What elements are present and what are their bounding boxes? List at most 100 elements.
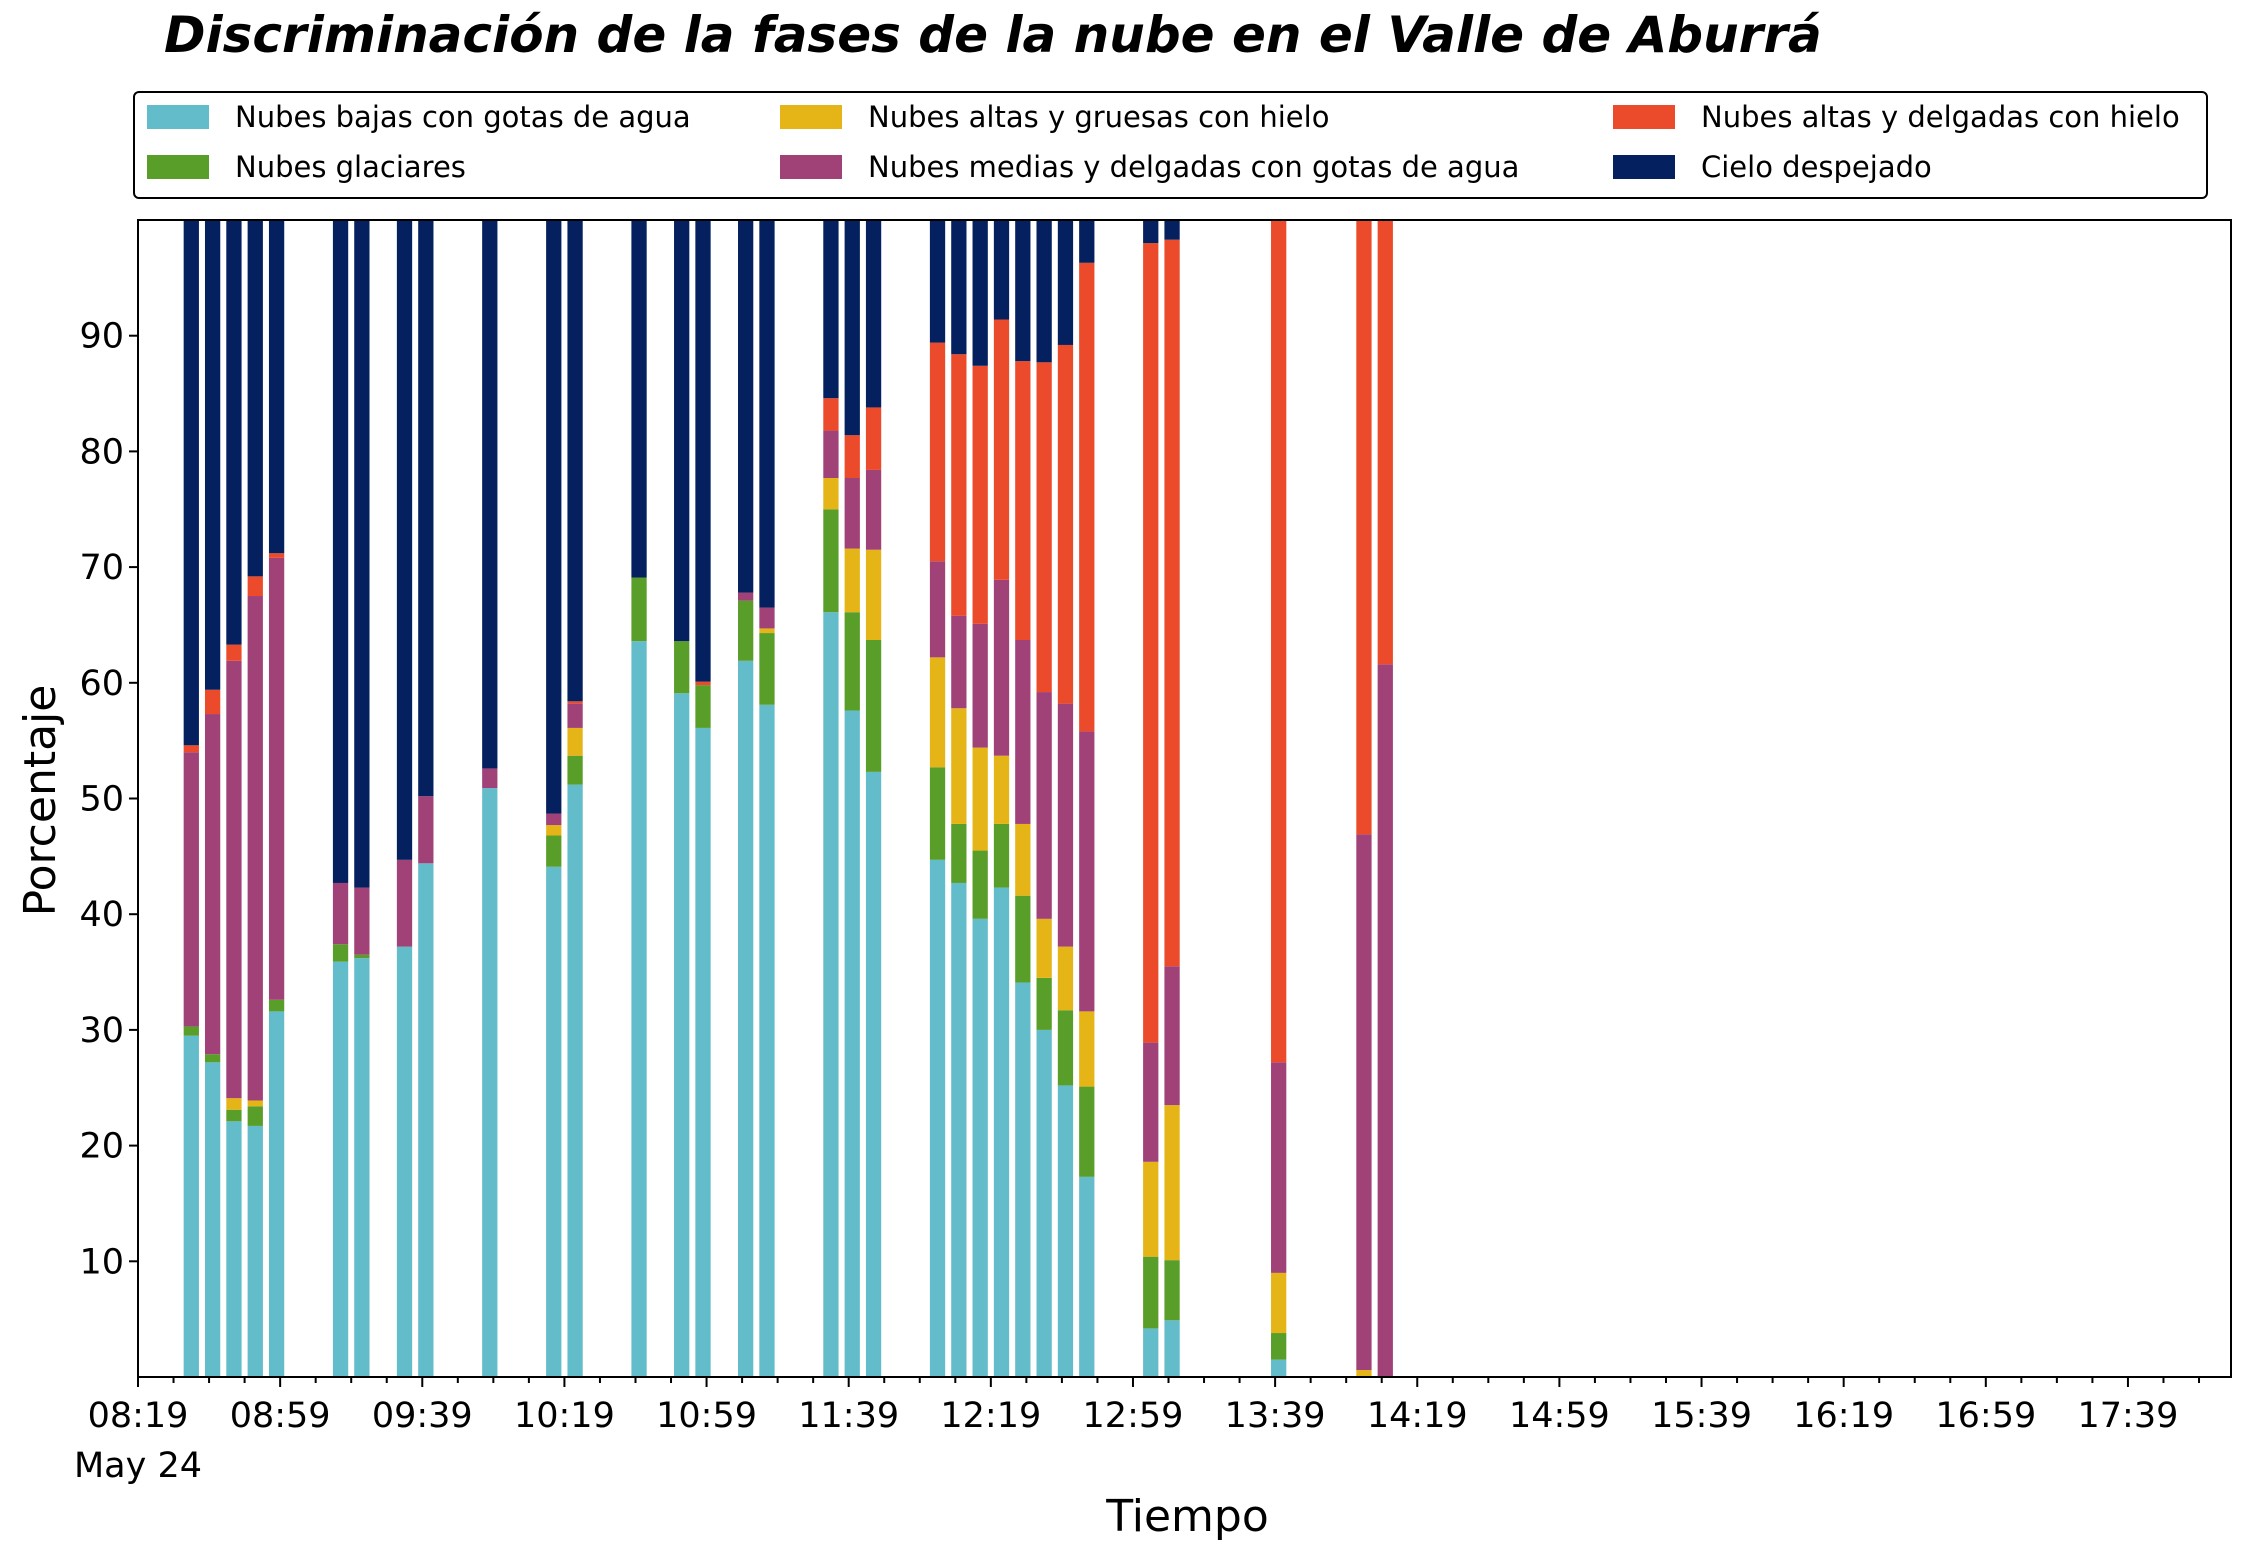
- bar-segment: [844, 548, 860, 613]
- y-axis-title: Porcentaje: [15, 685, 66, 917]
- y-tick-label: 40: [79, 895, 124, 935]
- bar-segment: [844, 612, 860, 711]
- bar-segment: [567, 784, 583, 1377]
- bar-segment: [823, 509, 839, 613]
- bar-segment: [1057, 1085, 1074, 1377]
- bar-segment: [268, 1011, 285, 1377]
- bar-segment: [226, 220, 242, 645]
- bar-segment: [1079, 220, 1095, 263]
- bar-segment: [1164, 1105, 1180, 1261]
- bar-segment: [482, 788, 498, 1377]
- plot-frame: [137, 219, 2232, 1378]
- x-tick-label: 16:59: [1935, 1396, 2036, 1436]
- bar-segment: [865, 549, 882, 640]
- bar-segment: [1143, 1161, 1159, 1257]
- x-tick-label: 11:39: [798, 1396, 899, 1436]
- bar-segment: [247, 576, 263, 597]
- bar-segment: [183, 745, 199, 753]
- bar-segment: [759, 628, 775, 634]
- bar-segment: [759, 633, 775, 705]
- x-tick-label: 12:59: [1083, 1396, 1184, 1436]
- bar-segment: [1079, 262, 1095, 732]
- bar-segment: [1057, 1010, 1074, 1086]
- legend-label: Nubes glaciares: [235, 150, 466, 184]
- bar-segment: [247, 220, 263, 577]
- x-tick-label: 09:39: [372, 1396, 473, 1436]
- legend-entry: Cielo despejado: [1613, 149, 1932, 185]
- bar-segment: [354, 958, 370, 1377]
- bar-segment: [1271, 1359, 1287, 1377]
- bar-segment: [738, 660, 754, 1377]
- bar-segment: [247, 1100, 263, 1107]
- bar-segment: [951, 823, 967, 883]
- bar-segment: [929, 767, 946, 860]
- bar-segment: [631, 641, 647, 1377]
- bar-segment: [865, 639, 882, 772]
- bar-segment: [226, 644, 242, 661]
- x-tick-label: 08:59: [230, 1396, 331, 1436]
- bar-segment: [204, 714, 221, 1055]
- bar-segment: [1271, 1062, 1287, 1273]
- bar-segment: [567, 727, 583, 756]
- legend-label: Nubes medias y delgadas con gotas de agu…: [868, 150, 1520, 184]
- bar-segment: [1079, 731, 1095, 1012]
- bar-segment: [1164, 966, 1180, 1106]
- bar-segment: [546, 813, 562, 826]
- bar-segment: [482, 220, 498, 769]
- bar-segment: [1036, 692, 1052, 919]
- bar-segment: [1015, 639, 1031, 824]
- bar-segment: [268, 999, 285, 1012]
- legend-swatch: [147, 105, 209, 129]
- bar-segment: [1356, 220, 1372, 835]
- bar-segment: [332, 944, 349, 962]
- bar-segment: [1143, 1042, 1159, 1162]
- x-tick-label: 16:19: [1793, 1396, 1894, 1436]
- bar-segment: [204, 1062, 221, 1377]
- bar-segment: [972, 220, 988, 366]
- bar-segment: [1164, 1320, 1180, 1377]
- x-tick-label: 14:59: [1509, 1396, 1610, 1436]
- bar-segment: [759, 704, 775, 1377]
- bar-segment: [1057, 344, 1074, 704]
- bar-segment: [631, 220, 647, 578]
- bar-segment: [567, 701, 583, 704]
- legend-label: Nubes bajas con gotas de agua: [235, 100, 691, 134]
- bar-segment: [354, 954, 370, 959]
- legend-swatch: [1613, 105, 1675, 129]
- bar-segment: [396, 946, 413, 1377]
- y-tick-label: 90: [79, 317, 124, 357]
- bar-segment: [631, 577, 647, 642]
- bar-segment: [183, 1026, 199, 1036]
- bar-segment: [759, 220, 775, 608]
- bar-segment: [546, 866, 562, 1377]
- bar-segment: [844, 710, 860, 1377]
- legend-swatch: [780, 105, 842, 129]
- x-tick-label: 14:19: [1367, 1396, 1468, 1436]
- bar-segment: [823, 220, 839, 399]
- bar-segment: [738, 592, 754, 601]
- bar-segment: [418, 863, 434, 1377]
- bar-segment: [929, 561, 946, 658]
- y-tick-label: 70: [79, 548, 124, 588]
- bar-segment: [1015, 220, 1031, 362]
- bar-segment: [972, 747, 988, 851]
- bar-segment: [1036, 1029, 1052, 1377]
- legend-entry: Nubes altas y delgadas con hielo: [1613, 99, 2180, 135]
- bar-segment: [332, 882, 349, 945]
- bar-segment: [674, 641, 690, 694]
- bar-segment: [226, 1121, 242, 1377]
- bar-segment: [823, 398, 839, 431]
- legend-entry: Nubes medias y delgadas con gotas de agu…: [780, 149, 1519, 185]
- x-tick-label: 12:19: [940, 1396, 1041, 1436]
- x-tick-label: 08:19: [88, 1396, 189, 1436]
- bar-segment: [1377, 220, 1393, 665]
- bar-segment: [268, 220, 285, 554]
- bar-segment: [1356, 834, 1372, 1371]
- bar-segment: [183, 220, 199, 746]
- bar-segment: [951, 615, 967, 709]
- bar-segment: [354, 220, 370, 888]
- legend-swatch: [780, 155, 842, 179]
- bar-segment: [993, 755, 1010, 824]
- bar-segment: [865, 407, 882, 470]
- bar-segment: [226, 1109, 242, 1122]
